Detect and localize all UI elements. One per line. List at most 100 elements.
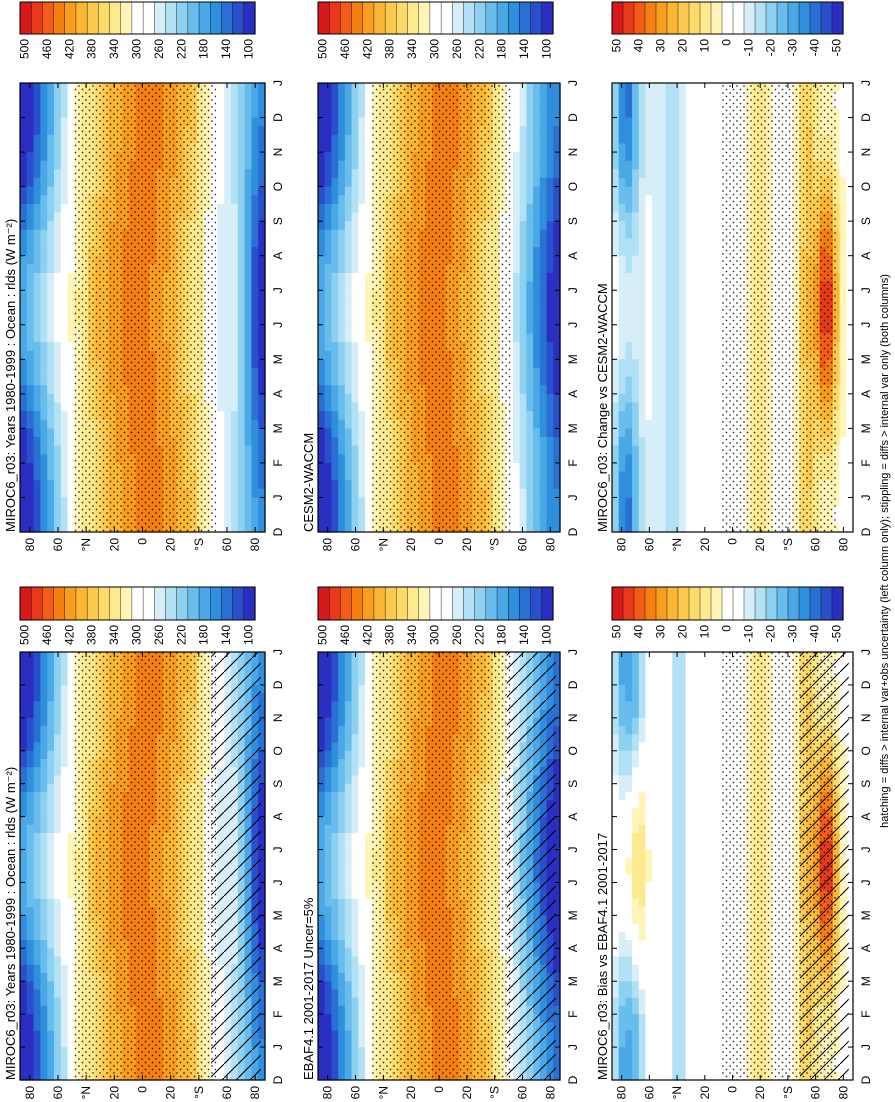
colorbar-swatch (221, 586, 234, 621)
colorbar-swatch (611, 586, 624, 621)
lat-tick-label: 20 (698, 1086, 712, 1100)
month-tick-label: D (271, 527, 285, 536)
colorbar-label: 420 (62, 39, 76, 59)
colorbar-swatch (373, 1, 386, 35)
colorbar-swatch (429, 1, 442, 35)
lat-tick-label: 20 (460, 538, 474, 552)
lat-tick-label: 20 (107, 538, 121, 552)
colorbar-swatch (611, 1, 624, 35)
colorbar-swatch (508, 1, 521, 35)
colorbar-swatch (452, 1, 465, 35)
colorbar-label: 260 (152, 39, 166, 59)
colorbar-swatch (165, 1, 178, 35)
month-tick-label: J (859, 879, 873, 885)
month-tick-label: J (566, 879, 580, 885)
lat-tick-label: 20 (698, 538, 712, 552)
colorbar-swatch (86, 586, 99, 621)
colorbar-swatch (429, 586, 442, 621)
month-tick-label: N (271, 148, 285, 157)
colorbar-label: 140 (517, 625, 531, 645)
lat-tick-label: 80 (543, 538, 557, 552)
colorbar-label: 340 (107, 625, 121, 645)
month-tick-label: F (566, 1010, 580, 1017)
lat-tick-label: 80 (23, 1086, 37, 1100)
colorbar-label: -20 (764, 625, 778, 643)
colorbar-swatch (154, 586, 167, 621)
month-tick-label: A (859, 813, 873, 821)
month-tick-label: J (566, 1044, 580, 1050)
colorbar-label: 40 (632, 39, 646, 53)
colorbar-label: 10 (698, 39, 712, 53)
colorbar-swatch (131, 1, 144, 35)
colorbar-swatch (787, 1, 800, 35)
colorbar-swatch (418, 586, 431, 621)
colorbar-label: 140 (219, 39, 233, 59)
month-tick-label: J (271, 649, 285, 655)
colorbar-label: 100 (539, 39, 553, 59)
panel-1-hatching (211, 652, 261, 1080)
colorbar-swatch (452, 586, 465, 621)
lat-tick-label: 60 (220, 538, 234, 552)
colorbar-swatch (644, 1, 657, 35)
month-tick-label: M (271, 910, 285, 920)
month-tick-label: M (271, 423, 285, 433)
colorbar-label: 40 (632, 625, 646, 639)
colorbar-swatch (743, 586, 756, 621)
colorbar-swatch (19, 1, 32, 35)
lat-tick-label: 60 (515, 1086, 529, 1100)
colorbar-swatch (86, 1, 99, 35)
month-tick-label: A (271, 252, 285, 260)
colorbar-swatch (64, 1, 77, 35)
colorbar-swatch (710, 1, 723, 35)
colorbar-swatch (362, 586, 375, 621)
month-tick-label: M (271, 976, 285, 986)
month-tick-label: N (859, 714, 873, 723)
colorbar-swatch (53, 1, 66, 35)
colorbar-swatch (699, 1, 712, 35)
lat-tick-label: 80 (248, 538, 262, 552)
panel-1: 80 60 °N 20 0 20 °S 60 80 D J F M A M J J A S O N D J MIROC6_r0… (3, 586, 285, 1100)
colorbar-label: 0 (720, 625, 734, 632)
colorbar-swatch (42, 1, 55, 35)
lat-tick-label: 80 (836, 1086, 850, 1100)
lat-tick-label: 20 (164, 1086, 178, 1100)
colorbar-label: 500 (18, 39, 32, 59)
colorbar-swatch (519, 586, 532, 621)
colorbar-label: 300 (428, 625, 442, 645)
colorbar-swatch (340, 586, 353, 621)
colorbar-label: 180 (495, 625, 509, 645)
colorbar-label: 10 (698, 625, 712, 639)
colorbar-swatch (496, 1, 509, 35)
colorbar-swatch (243, 586, 256, 621)
panel-1-stippling (73, 652, 217, 1080)
colorbar-label: -50 (830, 625, 844, 643)
panel-6-title: MIROC6_r03: Change vs CESM2-WACCM (595, 283, 610, 532)
month-tick-label: J (859, 287, 873, 293)
month-tick-label: D (566, 527, 580, 536)
lat-tick-label: °S (781, 1086, 795, 1099)
colorbar-swatch (655, 1, 668, 35)
lat-tick-label: 80 (615, 538, 629, 552)
lat-tick-label: 0 (726, 1086, 740, 1093)
colorbar-swatch (485, 586, 498, 621)
colorbar-swatch (541, 1, 554, 35)
colorbar-swatch (98, 1, 111, 35)
lat-tick-label: 80 (23, 538, 37, 552)
month-tick-label: J (859, 847, 873, 853)
month-tick-label: D (859, 1075, 873, 1084)
colorbar-swatch (232, 1, 245, 35)
colorbar-label: 180 (197, 625, 211, 645)
panel-4: 80 60 °N 20 0 20 °S 60 80 D J F M A M J J A S O N D J MIROC6_r0… (3, 1, 285, 552)
month-tick-label: S (271, 217, 285, 225)
month-tick-label: J (859, 322, 873, 328)
colorbar-swatch (677, 586, 690, 621)
colorbar-swatch (120, 586, 133, 621)
colorbar-swatch (754, 586, 767, 621)
colorbar-swatch (474, 1, 487, 35)
month-tick-label: J (859, 649, 873, 655)
lat-tick-label: 0 (136, 538, 150, 545)
month-tick-label: A (859, 390, 873, 398)
colorbar-label: 220 (174, 625, 188, 645)
colorbar-label: 50 (610, 625, 624, 639)
colorbar-swatch (633, 586, 646, 621)
